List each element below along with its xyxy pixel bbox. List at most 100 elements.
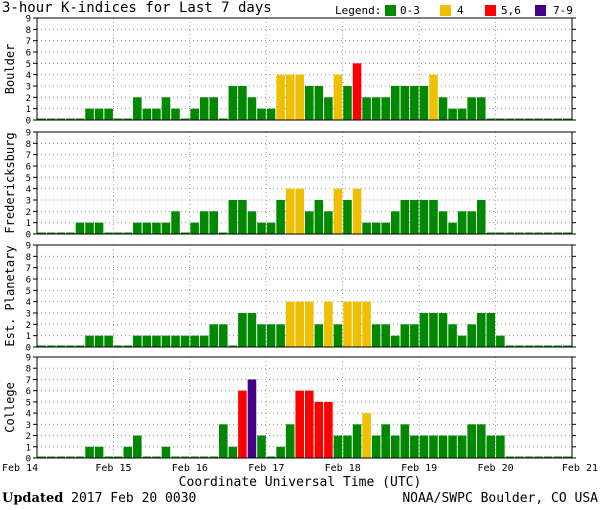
bar-college-47 [486, 435, 496, 458]
ytick-label-fredericksburg-4: 4 [26, 185, 31, 195]
ytick-label-fredericksburg-2: 2 [26, 208, 31, 218]
bar-est-planetary-0 [37, 345, 47, 347]
bar-college-44 [457, 435, 467, 458]
ytick-label-fredericksburg-9: 9 [26, 129, 31, 139]
bar-college-2 [56, 456, 66, 458]
bar-est-planetary-46 [476, 313, 486, 347]
bar-fredericksburg-28 [305, 211, 314, 234]
bar-fredericksburg-7 [104, 232, 113, 234]
bar-college-14 [171, 456, 180, 458]
bar-est-planetary-1 [47, 345, 56, 347]
bar-boulder-34 [362, 97, 371, 120]
ytick-label-boulder-6: 6 [26, 49, 31, 59]
bar-college-16 [190, 456, 199, 458]
ytick-label-college-2: 2 [26, 432, 31, 442]
bar-est-planetary-9 [123, 345, 133, 347]
bar-est-planetary-28 [305, 301, 314, 347]
bar-est-planetary-55 [562, 345, 572, 347]
bar-fredericksburg-38 [400, 200, 410, 234]
bar-college-45 [467, 424, 476, 458]
bar-college-40 [419, 435, 429, 458]
bar-est-planetary-52 [534, 345, 543, 347]
xtick-label-2: Feb 16 [172, 463, 208, 474]
bar-boulder-21 [238, 86, 247, 120]
panel-frame-college [36, 356, 573, 459]
bar-fredericksburg-37 [390, 211, 400, 234]
ytick-label-college-7: 7 [26, 376, 31, 386]
ytick-label-fredericksburg-7: 7 [26, 151, 31, 161]
bar-boulder-25 [276, 74, 285, 120]
bar-boulder-19 [219, 118, 228, 120]
bar-est-planetary-31 [333, 324, 343, 347]
bar-boulder-26 [285, 74, 295, 120]
bar-boulder-6 [94, 108, 104, 120]
ytick-label-est-planetary-9: 9 [26, 242, 31, 252]
bar-boulder-4 [75, 118, 85, 120]
bar-fredericksburg-45 [467, 211, 476, 234]
ytick-label-boulder-0: 0 [26, 117, 31, 127]
legend-title: Legend: [335, 4, 382, 17]
bar-boulder-20 [228, 86, 238, 120]
bar-est-planetary-40 [419, 313, 429, 347]
ytick-label-fredericksburg-3: 3 [26, 197, 31, 207]
bar-est-planetary-20 [228, 345, 238, 347]
bar-college-55 [562, 456, 572, 458]
panel-label-boulder: Boulder [3, 44, 17, 95]
bar-fredericksburg-53 [543, 232, 553, 234]
bar-est-planetary-13 [161, 335, 171, 347]
bar-est-planetary-50 [515, 345, 524, 347]
bar-est-planetary-18 [209, 324, 219, 347]
legend-swatch-7-9 [535, 5, 546, 16]
bar-college-48 [496, 435, 505, 458]
bar-fredericksburg-11 [142, 222, 152, 234]
bar-boulder-7 [104, 108, 113, 120]
bar-boulder-40 [419, 86, 429, 120]
bar-fredericksburg-35 [371, 222, 381, 234]
xtick-label-1: Feb 15 [95, 463, 131, 474]
bar-est-planetary-12 [152, 335, 161, 347]
ytick-label-college-5: 5 [26, 398, 31, 408]
legend-label-4: 4 [457, 4, 464, 17]
bar-fredericksburg-6 [94, 222, 104, 234]
updated-label: Updated [2, 491, 64, 506]
bar-fredericksburg-1 [47, 232, 56, 234]
bar-college-23 [257, 435, 266, 458]
bar-college-6 [94, 446, 104, 458]
legend-label-0-3: 0-3 [400, 4, 420, 17]
bar-boulder-39 [410, 86, 419, 120]
bar-boulder-8 [113, 118, 123, 120]
bar-est-planetary-54 [553, 345, 562, 347]
ytick-label-college-3: 3 [26, 421, 31, 431]
bar-est-planetary-44 [457, 335, 467, 347]
bar-est-planetary-19 [219, 324, 228, 347]
bar-boulder-43 [448, 108, 457, 120]
bar-fredericksburg-17 [199, 211, 209, 234]
legend-swatch-5-6 [485, 5, 496, 16]
bar-college-46 [476, 424, 486, 458]
bar-college-22 [247, 379, 257, 458]
bar-college-52 [534, 456, 543, 458]
ytick-label-boulder-2: 2 [26, 94, 31, 104]
bar-boulder-37 [390, 86, 400, 120]
xtick-label-3: Feb 17 [248, 463, 284, 474]
xtick-label-4: Feb 18 [325, 463, 361, 474]
ytick-label-est-planetary-3: 3 [26, 310, 31, 320]
bar-college-31 [333, 435, 343, 458]
bar-college-4 [75, 456, 85, 458]
bar-fredericksburg-39 [410, 200, 419, 234]
legend-label-5-6: 5,6 [501, 4, 521, 17]
bar-college-13 [161, 446, 171, 458]
ytick-label-fredericksburg-8: 8 [26, 140, 31, 150]
bar-fredericksburg-2 [56, 232, 66, 234]
bar-college-50 [515, 456, 524, 458]
bar-est-planetary-23 [257, 324, 266, 347]
bar-fredericksburg-46 [476, 200, 486, 234]
bar-fredericksburg-34 [362, 222, 371, 234]
bar-fredericksburg-29 [314, 200, 324, 234]
bar-boulder-54 [553, 118, 562, 120]
bar-fredericksburg-33 [352, 188, 362, 234]
bar-fredericksburg-13 [161, 222, 171, 234]
ytick-label-fredericksburg-5: 5 [26, 174, 31, 184]
ytick-label-college-8: 8 [26, 365, 31, 375]
bar-fredericksburg-31 [333, 188, 343, 234]
